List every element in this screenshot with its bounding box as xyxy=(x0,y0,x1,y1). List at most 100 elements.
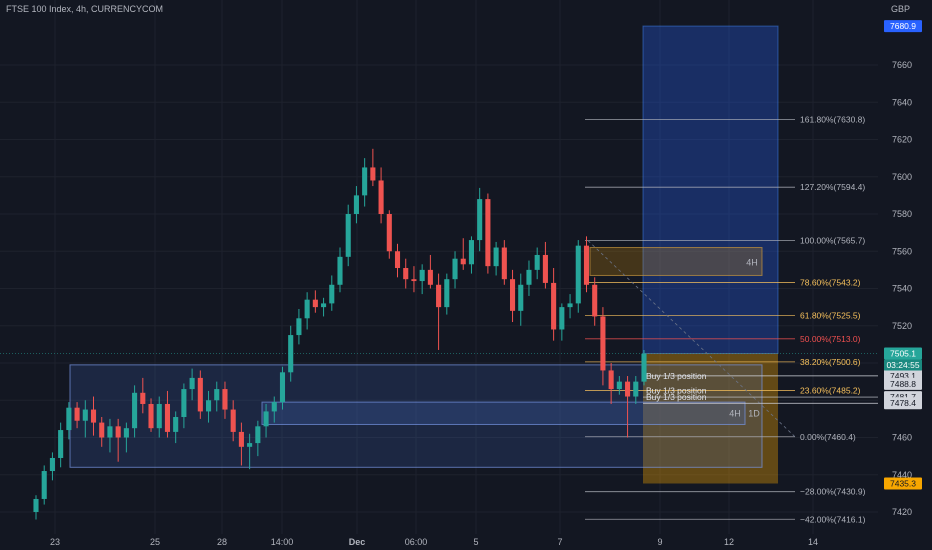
candle-body xyxy=(436,284,442,308)
candle-body xyxy=(600,316,606,371)
y-tick-label: 7640 xyxy=(892,97,912,107)
candle-body xyxy=(345,214,351,257)
candle-body xyxy=(501,247,507,280)
candle-body xyxy=(279,372,286,403)
fib-level-label: 0.00%(7460.4) xyxy=(800,432,856,442)
candle-body xyxy=(296,318,302,336)
candle-body xyxy=(592,284,598,317)
candle-body xyxy=(90,409,97,423)
x-tick-label: 25 xyxy=(150,537,160,547)
y-tick-label: 7440 xyxy=(892,470,912,480)
candle-body xyxy=(238,431,244,447)
candle-body xyxy=(633,381,639,397)
candle-body xyxy=(526,269,532,285)
stop-zone xyxy=(643,353,778,484)
zone-4h-bottom-label: 4H xyxy=(729,408,741,418)
price-tag-bg xyxy=(884,377,922,390)
x-tick-label: 14:00 xyxy=(271,537,294,547)
candle-body xyxy=(616,381,622,390)
price-tag-bg xyxy=(884,347,922,360)
candle-body xyxy=(509,279,516,311)
candle-body xyxy=(197,377,203,412)
candle-body xyxy=(288,335,294,373)
countdown-bg xyxy=(884,359,922,371)
candle-body xyxy=(214,389,220,401)
y-tick-label: 7620 xyxy=(892,135,912,145)
candle-body xyxy=(255,426,261,444)
candle-body xyxy=(132,392,138,429)
zone-1d-label: 1D xyxy=(748,408,760,418)
candle-body xyxy=(271,402,277,412)
candle-body xyxy=(493,247,499,267)
target-zone xyxy=(642,25,779,355)
currency-label: GBP xyxy=(890,4,910,14)
candle-body xyxy=(58,430,64,458)
price-tag-bg xyxy=(884,397,922,410)
y-tick-label: 7600 xyxy=(892,172,912,182)
candle-body xyxy=(403,268,409,280)
candle-body xyxy=(427,269,433,285)
x-tick-label: 28 xyxy=(217,537,227,547)
candle-body xyxy=(148,403,154,429)
fib-level-label: 100.00%(7565.7) xyxy=(800,236,865,246)
price-tag-label: 7493.1 xyxy=(890,371,916,381)
candle-body xyxy=(353,195,359,214)
candle-body xyxy=(205,400,212,412)
fib-level-label: 61.80%(7525.5) xyxy=(800,311,861,321)
candle-body xyxy=(164,403,171,432)
y-tick-label: 7460 xyxy=(892,433,912,443)
zone-4h-top xyxy=(589,247,763,276)
price-tag-label: 7481.7 xyxy=(890,392,916,402)
candle-body xyxy=(386,214,392,252)
candle-body xyxy=(230,409,236,432)
candle-body xyxy=(370,167,376,181)
candle-body xyxy=(411,279,417,282)
price-tag-bg xyxy=(884,20,922,33)
x-tick-label: 5 xyxy=(473,537,478,547)
candle-body xyxy=(394,251,401,269)
buy-label: Buy 1/3 position xyxy=(646,371,707,381)
fib-level-label: −28.00%(7430.9) xyxy=(800,487,866,497)
x-tick-label: 9 xyxy=(657,537,662,547)
x-tick-label: 06:00 xyxy=(405,537,428,547)
candle-body xyxy=(41,471,47,499)
candle-body xyxy=(247,443,253,447)
candle-body xyxy=(583,245,590,285)
zone-4h-top-label: 4H xyxy=(746,257,758,267)
x-tick-label: Dec xyxy=(349,537,366,547)
y-tick-label: 7540 xyxy=(892,284,912,294)
fib-level-label: 78.60%(7543.2) xyxy=(800,278,861,288)
candle-body xyxy=(625,381,631,397)
price-tag-label: 7680.9 xyxy=(890,21,916,31)
candle-body xyxy=(329,284,335,304)
x-tick-label: 14 xyxy=(808,537,818,547)
candle-body xyxy=(304,299,310,319)
x-tick-label: 12 xyxy=(724,537,734,547)
candle-body xyxy=(321,303,327,308)
candle-body xyxy=(460,258,466,265)
candle-body xyxy=(444,279,450,308)
candle-body xyxy=(189,377,195,390)
candle-body xyxy=(140,392,146,404)
candle-body xyxy=(608,370,614,390)
candle-body xyxy=(542,254,548,283)
candle-body xyxy=(222,389,228,410)
fib-level-label: 127.20%(7594.4) xyxy=(800,182,865,192)
candle-body xyxy=(518,284,524,311)
candle-body xyxy=(575,245,581,304)
candle-body xyxy=(74,407,80,421)
fib-level-label: −42.00%(7416.1) xyxy=(800,514,866,524)
candle-body xyxy=(452,258,458,280)
candle-body xyxy=(181,389,187,418)
buy-label: Buy 1/3 position xyxy=(646,386,707,396)
countdown-label: 03:24:55 xyxy=(886,360,919,370)
candle-body xyxy=(378,180,384,214)
fib-level-label: 50.00%(7513.0) xyxy=(800,334,861,344)
y-tick-label: 7420 xyxy=(892,507,912,517)
price-tag-label: 7488.8 xyxy=(890,379,916,389)
candle-body xyxy=(641,353,647,382)
candle-body xyxy=(107,426,113,438)
y-tick-label: 7660 xyxy=(892,60,912,70)
candle-body xyxy=(173,417,179,432)
